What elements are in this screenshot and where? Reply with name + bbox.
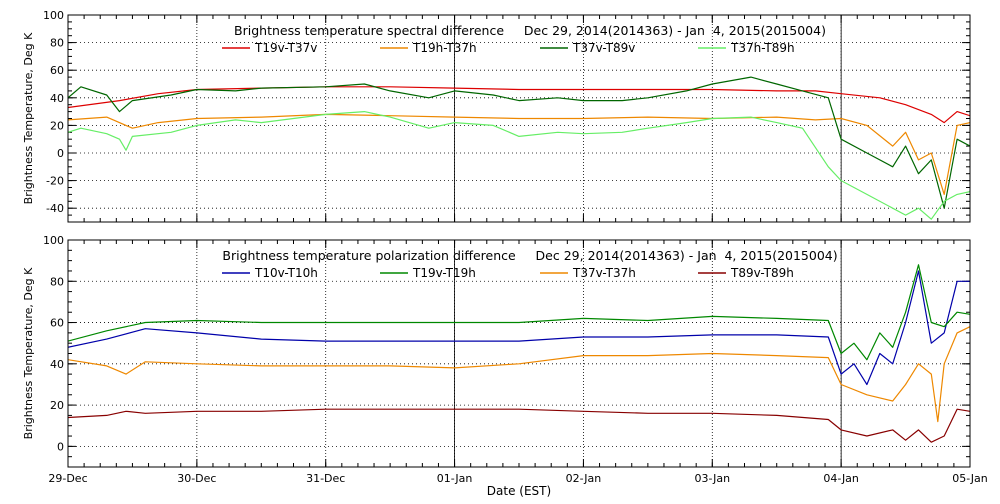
legend-entry: T19v-T19h bbox=[412, 266, 476, 280]
legend-entry: T37v-T37h bbox=[572, 266, 636, 280]
y-tick-label: 80 bbox=[50, 37, 64, 50]
y-tick-label: 20 bbox=[50, 119, 64, 132]
y-tick-label: 0 bbox=[57, 147, 64, 160]
legend-entry: T19h-T37h bbox=[412, 41, 477, 55]
x-tick-label: 02-Jan bbox=[566, 472, 602, 485]
y-tick-label: 80 bbox=[50, 275, 64, 288]
x-tick-label: 31-Dec bbox=[306, 472, 345, 485]
x-axis-label: Date (EST) bbox=[487, 484, 551, 498]
x-tick-label: 30-Dec bbox=[177, 472, 216, 485]
legend-entry: T89v-T89h bbox=[730, 266, 794, 280]
y-tick-label: -20 bbox=[46, 175, 64, 188]
y-axis-label: Brightness Temperature, Deg K bbox=[22, 32, 35, 204]
x-tick-label: 04-Jan bbox=[823, 472, 859, 485]
y-tick-label: 60 bbox=[50, 64, 64, 77]
x-tick-label: 05-Jan bbox=[952, 472, 988, 485]
x-tick-label: 03-Jan bbox=[695, 472, 731, 485]
legend-entry: T37v-T89v bbox=[572, 41, 635, 55]
y-tick-label: 60 bbox=[50, 317, 64, 330]
legend-entry: T37h-T89h bbox=[730, 41, 795, 55]
y-tick-label: 20 bbox=[50, 399, 64, 412]
y-tick-label: 100 bbox=[43, 9, 64, 22]
y-tick-label: 40 bbox=[50, 358, 64, 371]
y-tick-label: 100 bbox=[43, 234, 64, 247]
legend-entry: T10v-T10h bbox=[254, 266, 318, 280]
x-tick-label: 29-Dec bbox=[48, 472, 87, 485]
y-axis-label: Brightness Temperature, Deg K bbox=[22, 267, 35, 439]
legend-entry: T19v-T37v bbox=[254, 41, 317, 55]
chart-title: Brightness temperature spectral differen… bbox=[234, 23, 826, 38]
chart-title: Brightness temperature polarization diff… bbox=[222, 248, 837, 263]
y-tick-label: 40 bbox=[50, 92, 64, 105]
x-tick-label: 01-Jan bbox=[437, 472, 473, 485]
y-tick-label: 0 bbox=[57, 440, 64, 453]
y-tick-label: -40 bbox=[46, 202, 64, 215]
